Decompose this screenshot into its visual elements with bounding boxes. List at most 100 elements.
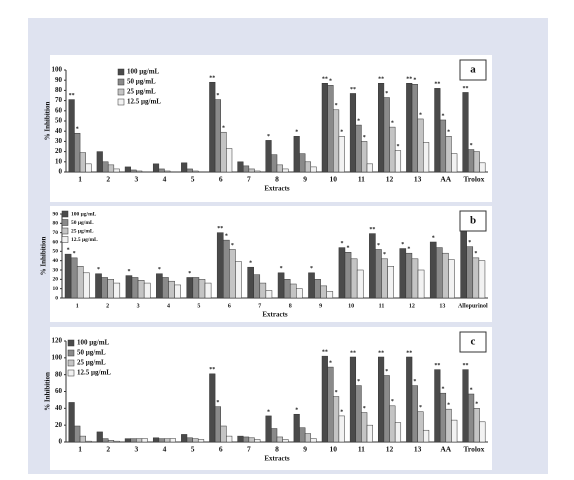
significance-label: **	[406, 350, 412, 356]
bar	[417, 118, 424, 173]
x-tick-label: 10	[330, 445, 338, 454]
bar	[389, 405, 396, 443]
bar	[85, 163, 92, 173]
significance-label: *	[432, 235, 435, 241]
significance-label: *	[357, 118, 360, 124]
bar	[168, 280, 175, 299]
bar	[333, 109, 340, 173]
significance-label: *	[216, 93, 219, 99]
y-tick-label: 90	[53, 211, 59, 217]
bar	[439, 119, 447, 173]
bar	[344, 252, 352, 299]
significance-label: *	[97, 267, 100, 273]
y-tick-label: 60	[53, 239, 59, 245]
chart-panel	[50, 55, 492, 202]
x-tick-label: 4	[167, 303, 170, 309]
bar	[355, 385, 362, 443]
y-tick-label: 10	[53, 286, 59, 292]
significance-label: *	[407, 247, 410, 253]
bar	[478, 260, 486, 299]
bar	[411, 258, 419, 299]
bar	[226, 435, 233, 443]
bar	[308, 272, 315, 299]
bar	[130, 169, 137, 173]
bar	[271, 154, 278, 173]
significance-label: *	[329, 79, 332, 85]
y-tick-label: 50	[53, 249, 59, 255]
significance-label: *	[447, 130, 450, 136]
bar	[152, 437, 160, 443]
y-tick-label: 100	[52, 66, 63, 74]
significance-label: *	[222, 126, 225, 132]
x-tick-label: 3	[134, 445, 138, 454]
y-tick-label: 100	[52, 353, 63, 361]
significance-label: *	[73, 251, 76, 257]
legend-swatch	[117, 98, 125, 106]
bar	[445, 136, 452, 173]
bar	[472, 257, 480, 299]
significance-label: *	[340, 130, 343, 136]
significance-label: *	[231, 243, 234, 249]
bar	[310, 166, 317, 173]
y-tick-label: 80	[53, 221, 59, 227]
x-tick-label: Allopurinol	[458, 303, 488, 309]
x-tick-label: 8	[275, 445, 279, 454]
panel-label-box	[459, 331, 487, 353]
panel-label: c	[471, 336, 476, 348]
significance-label: *	[158, 267, 161, 273]
bar	[282, 439, 289, 443]
significance-label: **	[378, 350, 384, 356]
x-tick-label: 6	[228, 303, 231, 309]
legend-label: 12.5 µg/mL	[127, 98, 161, 106]
significance-label: **	[406, 77, 412, 83]
y-axis-label: % Inhibition	[44, 102, 52, 141]
bar	[366, 163, 373, 173]
x-tick-label: 13	[439, 303, 445, 309]
bar	[216, 232, 224, 299]
bar	[95, 273, 102, 299]
y-tick-label: 20	[55, 147, 63, 155]
significance-label: *	[474, 251, 477, 257]
bar	[70, 257, 78, 299]
x-tick-label: 10	[348, 303, 354, 309]
bar	[468, 393, 475, 443]
bar	[349, 93, 357, 173]
bar	[479, 421, 486, 443]
bar	[186, 277, 194, 299]
x-tick-label: 7	[247, 445, 251, 454]
bar	[293, 136, 300, 173]
legend-swatch	[67, 359, 75, 367]
bar	[79, 435, 86, 443]
bar	[158, 438, 165, 443]
significance-label: *	[385, 369, 388, 375]
bar	[406, 83, 413, 173]
bar	[181, 162, 188, 173]
x-tick-label: 9	[319, 303, 322, 309]
bar	[349, 356, 357, 443]
significance-label: *	[363, 406, 366, 412]
bar	[247, 266, 254, 299]
bar	[113, 440, 120, 443]
bar	[327, 85, 334, 173]
significance-label: *	[267, 134, 270, 140]
significance-label: *	[413, 379, 416, 385]
significance-label: **	[434, 363, 440, 369]
bar	[137, 280, 145, 299]
x-tick-label: Trolox	[463, 445, 484, 454]
bar	[338, 136, 345, 173]
panel-label-box	[459, 59, 487, 81]
y-tick-label: 40	[55, 127, 63, 135]
significance-label: *	[385, 91, 388, 97]
panel-label-box	[459, 210, 487, 232]
bar	[102, 161, 109, 173]
legend-label: 100 µg/mL	[71, 211, 97, 217]
bar	[282, 168, 289, 173]
bar	[417, 269, 425, 299]
significance-label: *	[419, 112, 422, 118]
bar	[338, 415, 345, 443]
bar	[164, 438, 171, 443]
y-tick-label: 60	[55, 387, 63, 395]
x-tick-label: 10	[330, 175, 338, 184]
legend-label: 100 µg/mL	[77, 339, 110, 347]
